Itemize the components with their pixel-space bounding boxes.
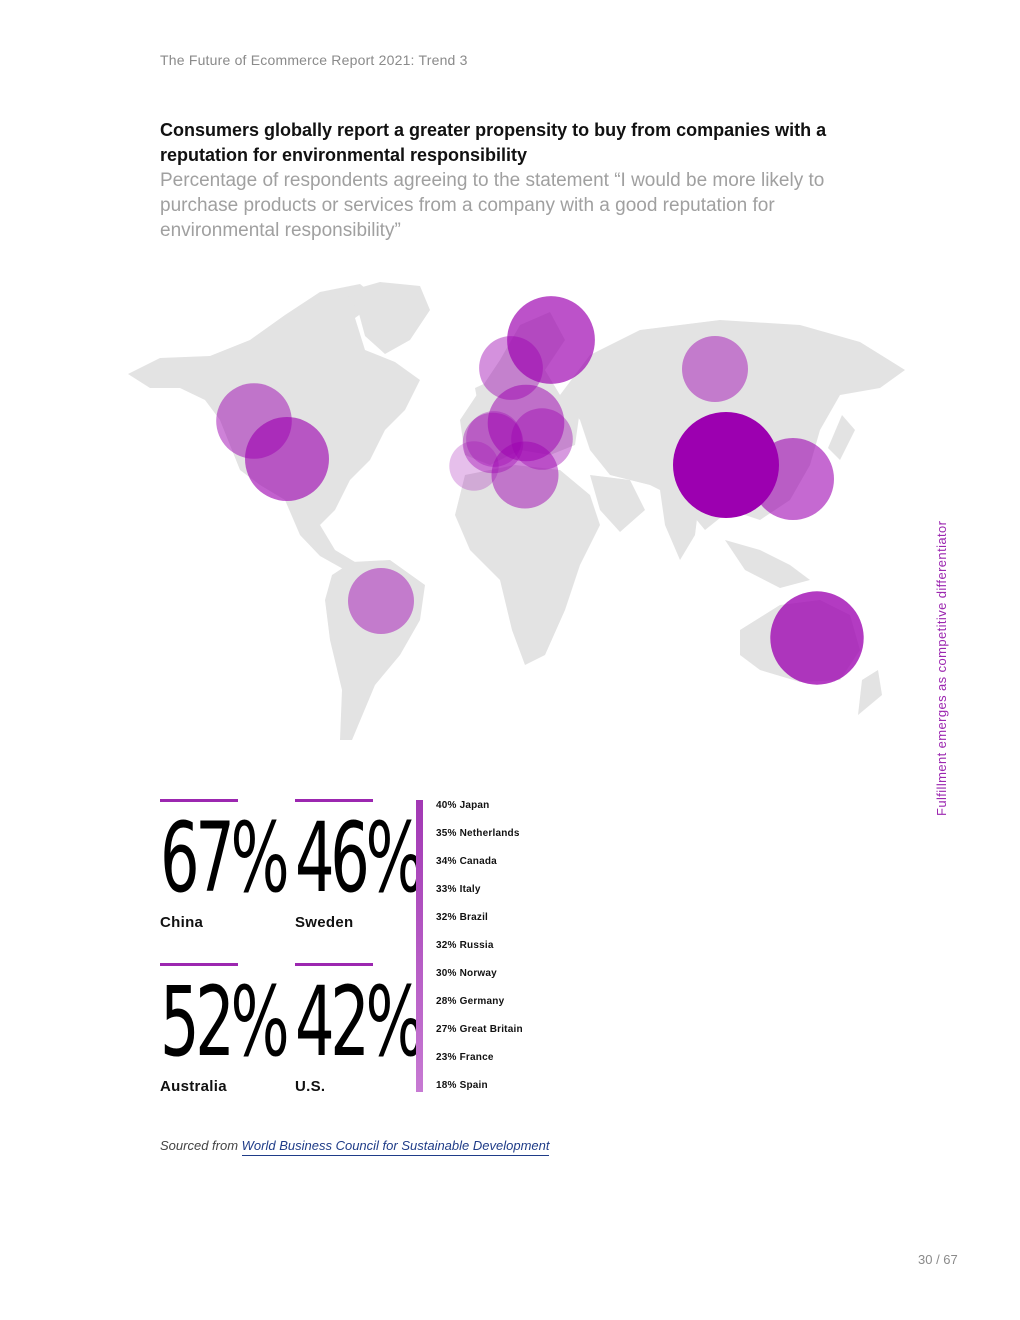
bubble-russia	[682, 336, 748, 402]
stat-value: 52%	[160, 966, 290, 1078]
source-note: Sourced from World Business Council for …	[160, 1138, 550, 1156]
stat-value: 42%	[295, 966, 425, 1078]
stat-value: 46%	[295, 802, 425, 914]
land-japan	[828, 415, 855, 460]
stat-rule	[160, 963, 238, 966]
stat-rule	[160, 799, 238, 802]
stat-rule	[295, 799, 373, 802]
world-map-svg	[128, 282, 905, 740]
source-prefix: Sourced from	[160, 1138, 242, 1153]
stat-us: 42% U.S.	[295, 963, 425, 1095]
bubble-brazil	[348, 568, 414, 634]
stat-australia: 52% Australia	[160, 963, 290, 1095]
chart-title: Consumers globally report a greater prop…	[160, 120, 827, 165]
chart-title-block: Consumers globally report a greater prop…	[160, 118, 850, 243]
stat-rule	[295, 963, 373, 966]
land-central-america	[285, 500, 355, 570]
side-section-label: Fulfillment emerges as competitive diffe…	[934, 520, 949, 816]
list-item: 32% Brazil	[436, 912, 489, 923]
bubble-u-s	[245, 417, 329, 501]
land-north-america	[128, 284, 420, 525]
list-item: 23% France	[436, 1052, 494, 1063]
source-link[interactable]: World Business Council for Sustainable D…	[241, 1138, 550, 1156]
bubble-netherlands	[487, 384, 565, 462]
land-arabia	[590, 475, 645, 532]
world-map	[120, 270, 920, 770]
bubble-australia	[770, 591, 864, 685]
list-item: 40% Japan	[436, 800, 490, 811]
list-item: 35% Netherlands	[436, 828, 520, 839]
list-item: 32% Russia	[436, 940, 494, 951]
bubble-italy	[491, 441, 559, 509]
stat-sweden: 46% Sweden	[295, 799, 425, 931]
list-item: 28% Germany	[436, 996, 505, 1007]
list-item: 34% Canada	[436, 856, 497, 867]
list-item: 27% Great Britain	[436, 1024, 523, 1035]
page-number: 30 / 67	[918, 1252, 958, 1267]
land-south-america	[325, 560, 425, 740]
chart-subtitle: Percentage of respondents agreeing to th…	[160, 170, 825, 241]
land-greenland	[345, 282, 430, 354]
stat-value: 67%	[160, 802, 290, 914]
bubble-sweden	[507, 296, 595, 384]
stat-country: Australia	[160, 1078, 227, 1095]
land-africa	[455, 465, 600, 665]
stat-country: U.S.	[295, 1078, 326, 1095]
stat-country: Sweden	[295, 914, 354, 931]
stat-china: 67% China	[160, 799, 290, 931]
list-divider-bar	[416, 800, 423, 1092]
bubbles-layer	[216, 296, 864, 685]
bubble-spain	[449, 441, 499, 491]
country-list: 40% Japan 35% Netherlands 34% Canada 33%…	[436, 799, 523, 1107]
bubble-china	[673, 412, 779, 518]
stat-country: China	[160, 914, 204, 931]
list-item: 33% Italy	[436, 884, 481, 895]
list-item: 30% Norway	[436, 968, 497, 979]
land-india	[660, 490, 700, 560]
list-item: 18% Spain	[436, 1080, 488, 1091]
land-uk	[475, 382, 492, 415]
land-new-zealand	[858, 670, 882, 715]
running-header: The Future of Ecommerce Report 2021: Tre…	[160, 52, 468, 68]
land-southeast-asia	[725, 540, 810, 588]
